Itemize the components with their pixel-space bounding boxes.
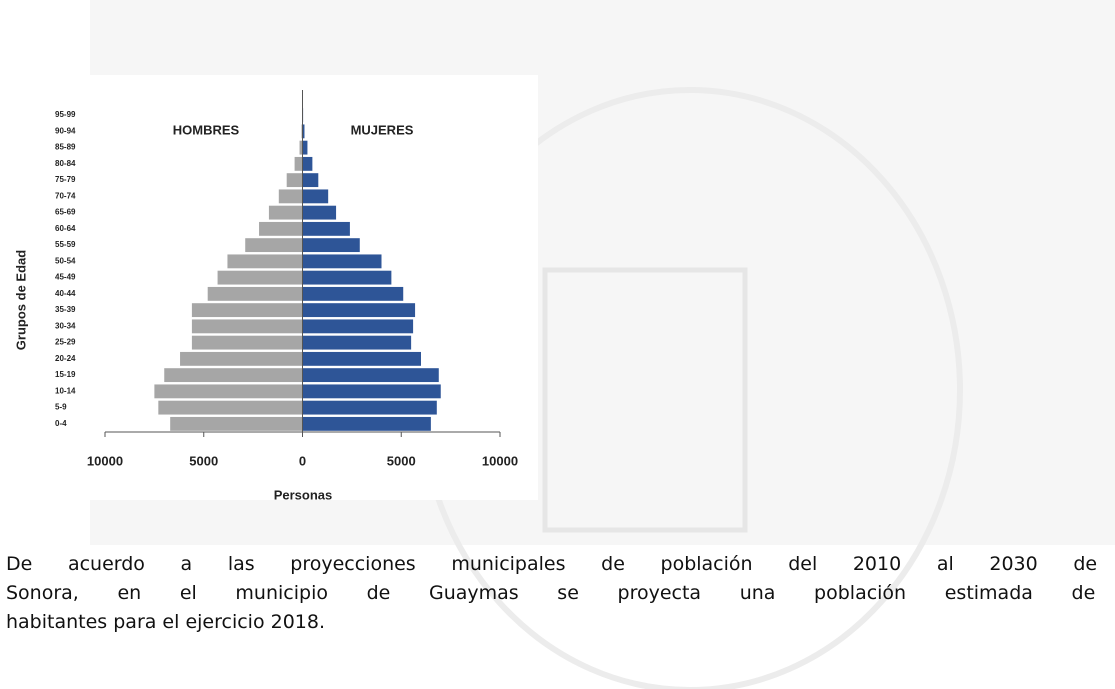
bar: [164, 368, 302, 382]
y-tick-label: 30-34: [55, 321, 76, 330]
y-tick-label: 65-69: [55, 208, 76, 217]
bar: [303, 141, 308, 155]
bar: [303, 157, 313, 171]
y-tick-label: 25-29: [55, 338, 76, 347]
bar: [303, 271, 392, 285]
paragraph-line: De acuerdo a las proyecciones municipale…: [6, 553, 1115, 575]
bar: [227, 254, 302, 268]
legend-label: HOMBRES: [173, 122, 240, 137]
y-tick-label: 90-94: [55, 126, 76, 135]
x-axis-title: Personas: [274, 487, 333, 500]
y-tick-label: 45-49: [55, 273, 76, 282]
bar: [303, 303, 416, 317]
x-tick-label: 5000: [189, 453, 218, 468]
x-tick-label: 5000: [387, 453, 416, 468]
y-tick-label: 55-59: [55, 240, 76, 249]
bar: [303, 287, 404, 301]
bar: [303, 352, 422, 366]
bar: [303, 384, 441, 398]
bar: [287, 173, 303, 187]
bar: [295, 157, 303, 171]
y-tick-label: 40-44: [55, 289, 76, 298]
x-tick-label: 10000: [87, 453, 123, 468]
y-tick-label: 5-9: [55, 403, 67, 412]
bar: [259, 222, 302, 236]
y-tick-label: 15-19: [55, 370, 76, 379]
bar: [279, 189, 303, 203]
bar: [303, 401, 437, 415]
y-tick-label: 50-54: [55, 256, 76, 265]
y-tick-label: 0-4: [55, 419, 67, 428]
y-tick-label: 70-74: [55, 191, 76, 200]
bar: [192, 319, 303, 333]
bar: [180, 352, 302, 366]
bar: [154, 384, 302, 398]
y-tick-label: 35-39: [55, 305, 76, 314]
bar: [303, 368, 439, 382]
bar: [170, 417, 302, 431]
bar: [269, 206, 303, 220]
x-tick-label: 0: [299, 453, 306, 468]
bar: [303, 417, 431, 431]
bar: [303, 319, 414, 333]
y-axis-title: Grupos de Edad: [13, 250, 28, 350]
paragraph-line: Sonora, en el municipio de Guaymas se pr…: [6, 582, 1115, 604]
y-tick-label: 20-24: [55, 354, 76, 363]
y-tick-label: 10-14: [55, 386, 76, 395]
bar: [208, 287, 303, 301]
y-tick-label: 75-79: [55, 175, 76, 184]
x-tick-label: 10000: [482, 453, 518, 468]
bar: [303, 238, 360, 252]
bar: [303, 222, 350, 236]
bar: [303, 173, 319, 187]
bar: [158, 401, 302, 415]
y-tick-label: 60-64: [55, 224, 76, 233]
page: {"chart_data": {"type": "pyramid", "cate…: [0, 0, 1115, 689]
y-tick-label: 95-99: [55, 110, 76, 119]
bar: [303, 206, 337, 220]
population-pyramid: HOMBRES MUJERES Grupos de Edad Personas …: [0, 75, 538, 500]
paragraph-line: habitantes para el ejercicio 2018.: [6, 611, 1115, 633]
bar: [303, 189, 329, 203]
bar: [218, 271, 303, 285]
y-tick-label: 85-89: [55, 143, 76, 152]
bar: [303, 336, 412, 350]
bar: [192, 336, 303, 350]
bar: [245, 238, 302, 252]
y-tick-label: 80-84: [55, 159, 76, 168]
bar: [303, 254, 382, 268]
legend-label: MUJERES: [351, 122, 414, 137]
bar: [192, 303, 303, 317]
